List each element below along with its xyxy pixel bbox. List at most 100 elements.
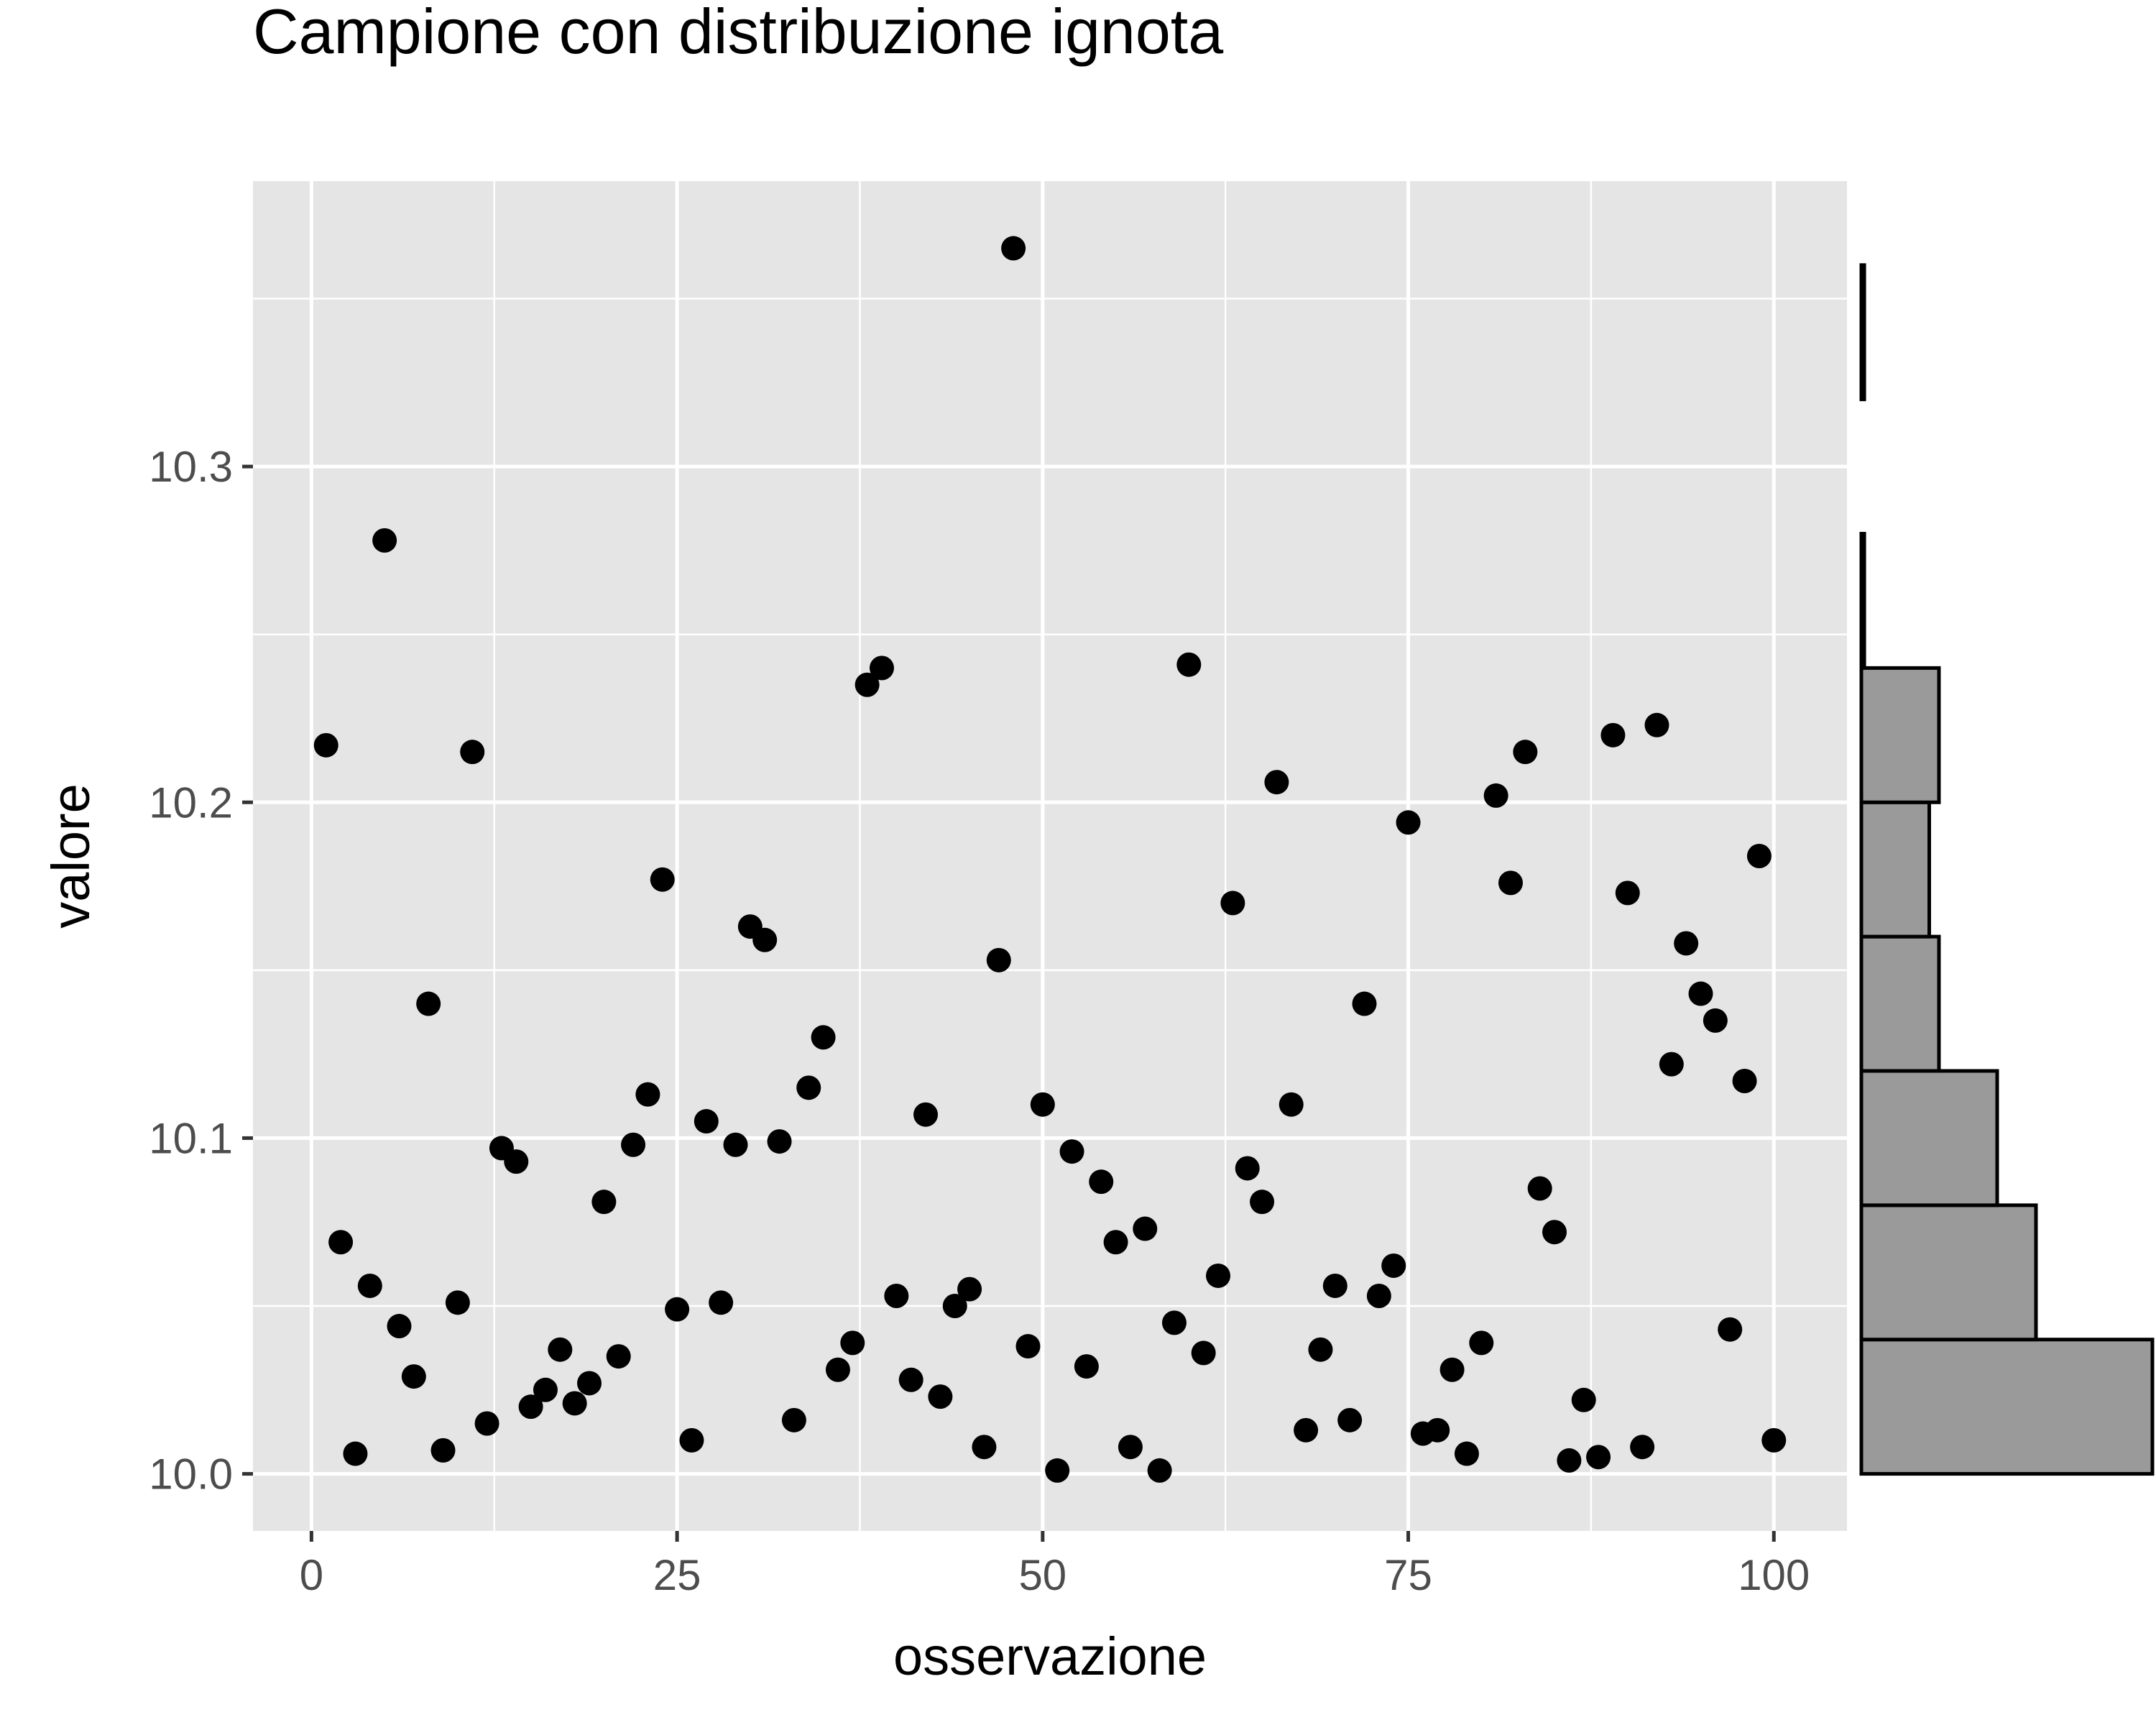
y-axis-title: valore xyxy=(41,783,101,929)
data-point xyxy=(1557,1448,1582,1473)
data-point xyxy=(606,1344,631,1369)
data-point xyxy=(1191,1340,1216,1366)
data-point xyxy=(928,1384,953,1409)
data-point xyxy=(972,1435,997,1460)
histogram-bar xyxy=(1859,666,1941,804)
data-point xyxy=(445,1290,470,1315)
data-point xyxy=(1439,1357,1465,1382)
data-point xyxy=(767,1129,792,1154)
data-point xyxy=(474,1411,499,1436)
x-axis-title: osservazione xyxy=(893,1627,1207,1686)
marginal-histogram xyxy=(1859,263,2155,1476)
x-tick-label: 50 xyxy=(1018,1551,1067,1599)
data-point xyxy=(942,1294,967,1318)
histogram-bar xyxy=(1859,263,1866,402)
data-point xyxy=(986,947,1011,972)
data-point xyxy=(1045,1458,1070,1483)
data-point xyxy=(1118,1435,1143,1460)
histogram-bar xyxy=(1859,800,1931,939)
data-point xyxy=(1279,1092,1304,1117)
data-point xyxy=(1483,783,1508,808)
data-point xyxy=(1761,1427,1787,1453)
data-point xyxy=(840,1330,865,1356)
data-point xyxy=(504,1149,529,1174)
data-point xyxy=(723,1132,748,1157)
data-point xyxy=(387,1314,412,1339)
y-tick-label: 10.0 xyxy=(149,1450,233,1499)
data-point xyxy=(635,1082,660,1107)
data-point xyxy=(1615,880,1640,906)
data-point xyxy=(577,1371,602,1396)
data-point xyxy=(665,1297,690,1322)
plot-panel xyxy=(253,181,1847,1531)
x-tick-label: 75 xyxy=(1384,1551,1432,1599)
data-point xyxy=(1059,1139,1084,1164)
data-point xyxy=(1161,1310,1187,1335)
data-point xyxy=(884,1283,909,1308)
data-point xyxy=(1294,1417,1319,1443)
data-point xyxy=(1513,740,1538,765)
data-point xyxy=(1586,1445,1611,1470)
data-point xyxy=(1718,1317,1743,1342)
x-tick-label: 25 xyxy=(653,1551,701,1599)
data-point xyxy=(781,1407,806,1432)
data-point xyxy=(694,1109,719,1134)
histogram-bar xyxy=(1859,532,1866,670)
data-point xyxy=(1352,991,1377,1016)
data-point xyxy=(548,1337,573,1362)
data-point xyxy=(1220,891,1245,916)
data-point xyxy=(1732,1069,1757,1093)
data-point xyxy=(1322,1273,1348,1298)
data-point xyxy=(1674,931,1699,956)
data-point xyxy=(313,732,338,758)
data-point xyxy=(1527,1176,1552,1201)
data-point xyxy=(621,1132,646,1157)
data-point xyxy=(562,1391,587,1416)
y-tick-label: 10.1 xyxy=(149,1114,233,1162)
data-point xyxy=(957,1276,982,1302)
data-point xyxy=(869,656,894,681)
data-points xyxy=(313,236,1787,1483)
chart-title: Campione con distribuzione ignota xyxy=(253,0,1224,67)
data-point xyxy=(1015,1334,1041,1359)
data-point xyxy=(460,740,485,765)
data-point xyxy=(679,1427,704,1453)
data-point xyxy=(1001,236,1026,261)
data-point xyxy=(1074,1354,1099,1379)
data-point xyxy=(854,672,880,697)
data-point xyxy=(1366,1283,1391,1308)
data-point xyxy=(1264,770,1289,795)
data-point xyxy=(343,1441,368,1466)
data-point xyxy=(1542,1220,1567,1245)
data-point xyxy=(430,1438,456,1463)
data-point xyxy=(1235,1156,1260,1181)
data-point xyxy=(1133,1216,1158,1241)
data-point xyxy=(1250,1190,1275,1215)
data-point xyxy=(518,1394,543,1420)
data-point xyxy=(1703,1008,1728,1033)
data-point xyxy=(709,1290,734,1315)
data-point xyxy=(796,1075,821,1100)
data-point xyxy=(913,1102,939,1127)
data-point xyxy=(1147,1458,1172,1483)
x-tick-label: 100 xyxy=(1738,1551,1810,1599)
histogram-bar xyxy=(1859,934,1941,1073)
data-point xyxy=(591,1190,617,1215)
data-point xyxy=(1030,1092,1055,1117)
data-point xyxy=(1176,652,1202,677)
data-point xyxy=(825,1357,850,1382)
data-point xyxy=(1089,1169,1114,1195)
histogram-bar xyxy=(1859,1069,1999,1208)
data-point xyxy=(1498,870,1523,896)
y-tick-label: 10.3 xyxy=(149,443,233,491)
data-point xyxy=(811,1025,836,1050)
data-point xyxy=(1630,1435,1655,1460)
histogram-bar xyxy=(1859,1338,2155,1476)
data-point xyxy=(1469,1330,1494,1356)
data-point xyxy=(752,927,778,952)
data-point xyxy=(1206,1263,1231,1288)
data-point xyxy=(1381,1253,1406,1278)
data-point xyxy=(1454,1441,1479,1466)
data-point xyxy=(1425,1417,1450,1443)
